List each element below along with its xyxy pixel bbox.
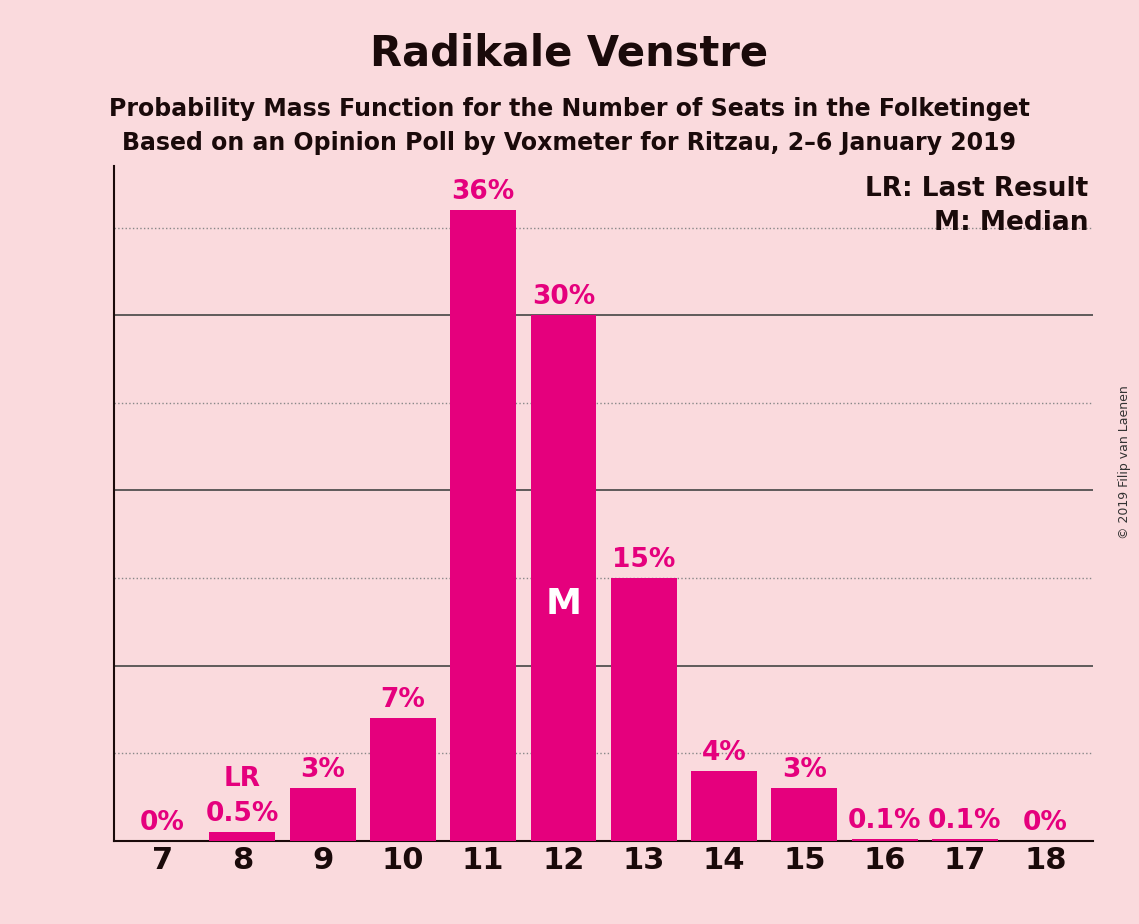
Text: M: M xyxy=(546,588,582,621)
Text: Radikale Venstre: Radikale Venstre xyxy=(370,32,769,74)
Bar xyxy=(289,788,355,841)
Bar xyxy=(450,210,516,841)
Text: 0.1%: 0.1% xyxy=(847,808,921,833)
Bar xyxy=(611,578,677,841)
Text: 0%: 0% xyxy=(1023,809,1067,835)
Text: M: Median: M: Median xyxy=(934,210,1089,237)
Text: LR: Last Result: LR: Last Result xyxy=(866,176,1089,202)
Text: 4%: 4% xyxy=(702,739,746,765)
Text: 3%: 3% xyxy=(782,757,827,783)
Text: 0%: 0% xyxy=(140,809,185,835)
Text: 0.5%: 0.5% xyxy=(206,801,279,827)
Bar xyxy=(771,788,837,841)
Text: 0.1%: 0.1% xyxy=(928,808,1001,833)
Bar xyxy=(210,833,276,841)
Text: © 2019 Filip van Laenen: © 2019 Filip van Laenen xyxy=(1118,385,1131,539)
Text: 15%: 15% xyxy=(612,547,675,573)
Text: Based on an Opinion Poll by Voxmeter for Ritzau, 2–6 January 2019: Based on an Opinion Poll by Voxmeter for… xyxy=(123,131,1016,155)
Bar xyxy=(531,315,597,841)
Bar xyxy=(691,771,757,841)
Bar xyxy=(852,839,918,841)
Text: 30%: 30% xyxy=(532,284,596,310)
Text: 36%: 36% xyxy=(451,179,515,205)
Text: Probability Mass Function for the Number of Seats in the Folketinget: Probability Mass Function for the Number… xyxy=(109,97,1030,121)
Bar xyxy=(370,718,436,841)
Bar xyxy=(932,839,998,841)
Text: LR: LR xyxy=(224,766,261,792)
Text: 7%: 7% xyxy=(380,687,425,713)
Text: 3%: 3% xyxy=(301,757,345,783)
